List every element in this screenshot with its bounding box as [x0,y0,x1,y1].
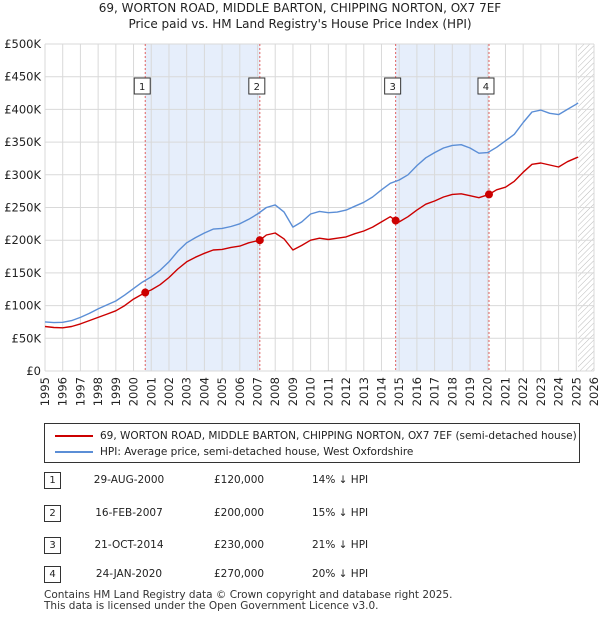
legend-label-property: 69, WORTON ROAD, MIDDLE BARTON, CHIPPING… [100,430,577,442]
x-tick-label: 2012 [339,377,353,406]
transaction-price: £230,000 [214,539,265,551]
x-tick-label: 1997 [73,377,87,406]
transaction-hpi: 15% ↓ HPI [312,507,369,519]
x-tick-label: 2008 [268,377,282,406]
transaction-hpi: 20% ↓ HPI [312,568,369,580]
x-tick-label: 2014 [374,377,388,406]
footer: Contains HM Land Registry data © Crown c… [44,590,452,612]
transaction-number: 1 [44,472,61,489]
x-tick-label: 2002 [162,377,176,406]
transaction-row: 1 29-AUG-2000 £120,000 14% ↓ HPI [44,472,464,490]
marker-number: 4 [483,82,489,93]
transaction-hpi: 14% ↓ HPI [312,474,369,486]
x-tick-label: 2010 [304,377,318,406]
y-tick-label: £150K [4,266,41,280]
x-tick-label: 2015 [392,377,406,406]
x-tick-label: 2004 [197,377,211,406]
y-tick-label: £450K [4,70,41,84]
y-tick-label: £250K [4,201,41,215]
y-tick-label: £50K [12,331,42,345]
marker-number: 3 [389,82,395,93]
x-tick-label: 2000 [127,377,141,406]
y-tick-label: £400K [4,102,41,116]
y-tick-label: £200K [4,233,41,247]
y-tick-label: £100K [4,299,41,313]
chart-title-line2: Price paid vs. HM Land Registry's House … [128,17,472,31]
transaction-row: 4 24-JAN-2020 £270,000 20% ↓ HPI [44,566,464,584]
transaction-price: £120,000 [214,474,265,486]
x-tick-label: 2023 [534,377,548,406]
marker-box [133,77,151,95]
x-tick-label: 2001 [144,377,158,406]
legend-swatch-property [55,435,93,437]
transaction-number: 3 [44,537,61,554]
transaction-point [255,236,264,245]
marker-box [477,77,495,95]
property-price-line [44,156,579,329]
x-tick-label: 1999 [109,377,123,406]
marker-number: 2 [254,82,260,93]
x-tick-label: 2016 [410,377,424,406]
transaction-date: 16-FEB-2007 [95,507,163,519]
marker-number: 1 [139,82,145,93]
marker-box [248,77,266,95]
transaction-price: £200,000 [214,507,265,519]
legend-label-hpi: HPI: Average price, semi-detached house,… [100,446,414,458]
transaction-row: 2 16-FEB-2007 £200,000 15% ↓ HPI [44,505,464,523]
transaction-point [484,190,493,199]
marker-box [384,77,402,95]
x-tick-label: 2011 [321,377,335,406]
x-tick-label: 2003 [180,377,194,406]
transaction-point [391,216,400,225]
transaction-number: 2 [44,505,61,522]
x-tick-label: 2018 [445,377,459,406]
chart-legend: 69, WORTON ROAD, MIDDLE BARTON, CHIPPING… [44,423,580,463]
chart-title-line1: 69, WORTON ROAD, MIDDLE BARTON, CHIPPING… [98,1,502,15]
transaction-date: 24-JAN-2020 [95,568,163,580]
y-tick-label: £0 [26,364,41,378]
transaction-hpi: 21% ↓ HPI [312,539,369,551]
x-tick-label: 2005 [215,377,229,406]
x-tick-label: 1998 [91,377,105,406]
legend-swatch-hpi [55,451,93,453]
x-tick-label: 2026 [587,377,600,406]
transaction-date: 21-OCT-2014 [94,539,164,551]
x-tick-label: 2024 [552,377,566,406]
price-chart: 1 2 3 4 £0 £50K £100K £150K £200K £250K £300K £350… [4,37,600,406]
y-tick-label: £350K [4,135,41,149]
y-tick-label: £500K [4,37,41,51]
x-tick-label: 2025 [569,377,583,406]
footer-copyright: Contains HM Land Registry data © Crown c… [44,589,453,601]
x-tick-label: 2007 [251,377,265,406]
x-tick-label: 2020 [481,377,495,406]
transaction-number: 4 [44,566,61,583]
transaction-row: 3 21-OCT-2014 £230,000 21% ↓ HPI [44,537,464,555]
x-tick-label: 1996 [56,377,70,406]
x-tick-label: 2006 [233,377,247,406]
transaction-price: £270,000 [214,568,265,580]
hpi-line [44,102,579,324]
footer-license: This data is licensed under the Open Gov… [44,600,379,612]
x-tick-label: 2017 [428,377,442,406]
transaction-point [141,288,150,297]
x-tick-label: 2021 [498,377,512,406]
x-tick-label: 1995 [38,377,52,406]
x-tick-label: 2013 [357,377,371,406]
transaction-date: 29-AUG-2000 [93,474,165,486]
x-tick-label: 2009 [286,377,300,406]
x-tick-label: 2019 [463,377,477,406]
y-tick-label: £300K [4,168,41,182]
x-tick-label: 2022 [516,377,530,406]
